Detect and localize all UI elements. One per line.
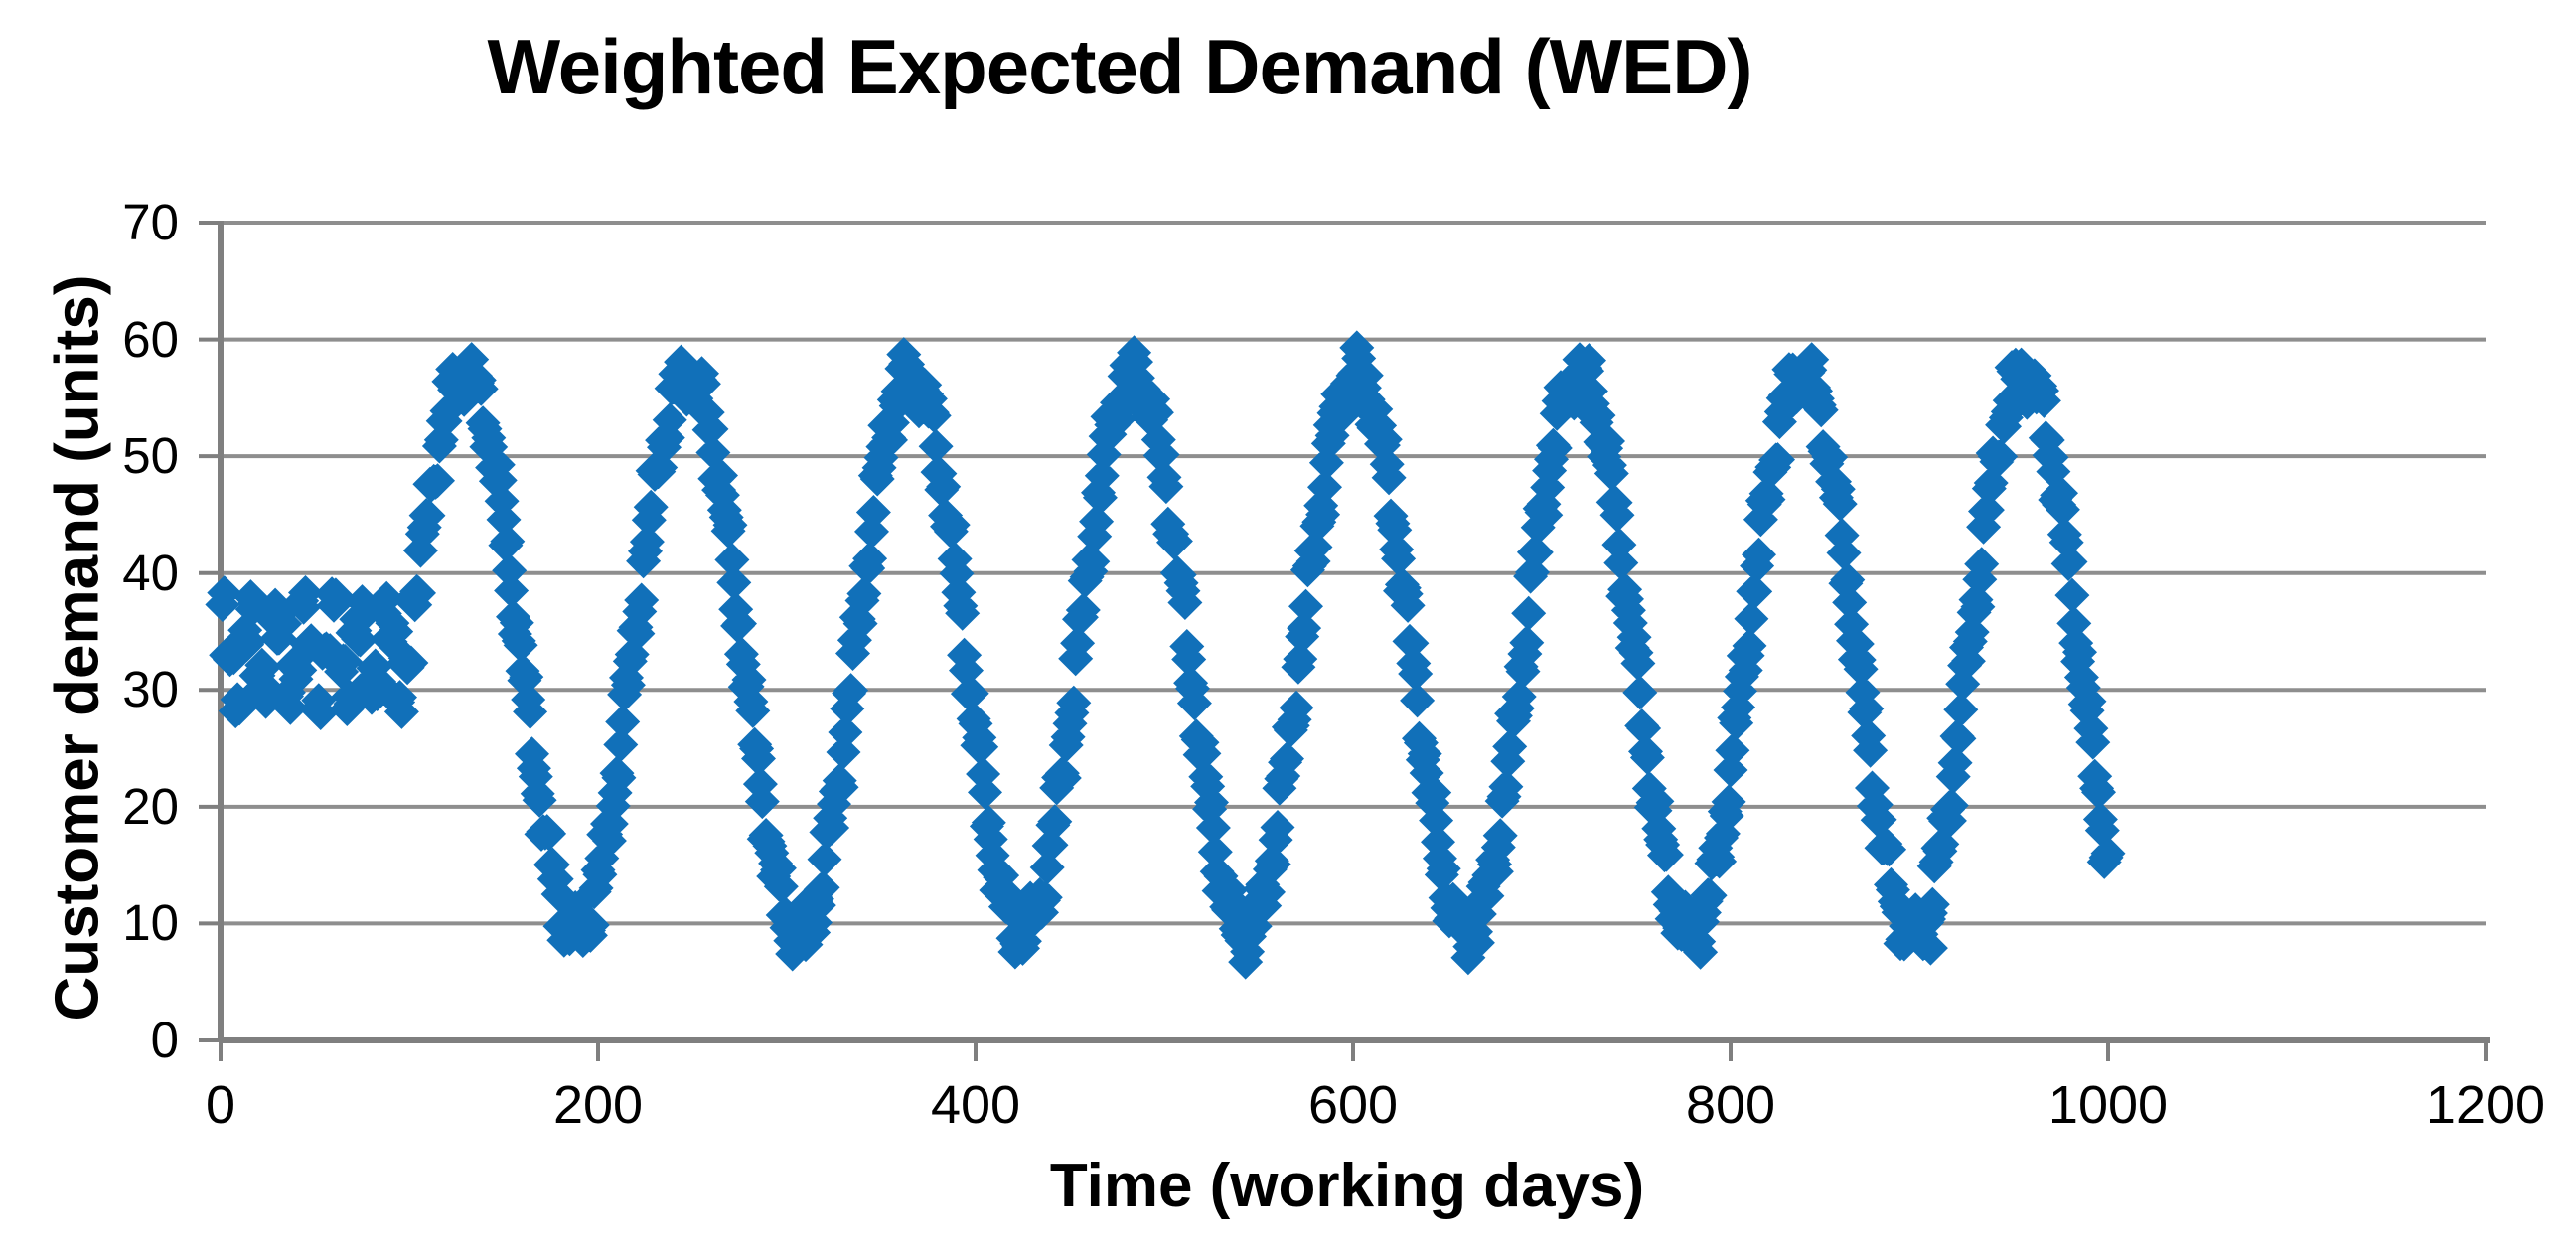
y-tick-label-20: 20 [122, 777, 179, 835]
gridlines-layer [221, 221, 2486, 926]
x-tick-label-400: 400 [930, 1075, 1021, 1135]
x-tick-label-800: 800 [1685, 1075, 1776, 1135]
x-tick-label-0: 0 [205, 1075, 236, 1135]
x-tick-label-600: 600 [1307, 1075, 1399, 1135]
y-tick-label-50: 50 [122, 427, 179, 485]
scatter-markers-layer [205, 330, 2126, 980]
y-tick-label-40: 40 [122, 544, 179, 601]
axes-layer [199, 221, 2490, 1061]
x-tick-label-1200: 1200 [2425, 1075, 2546, 1135]
y-tick-label-10: 10 [122, 894, 179, 952]
x-tick-label-200: 200 [552, 1075, 644, 1135]
y-tick-label-70: 70 [122, 194, 179, 250]
x-axis-title: Time (working days) [1049, 1152, 1645, 1220]
y-tick-label-30: 30 [122, 661, 179, 718]
chart-title: Weighted Expected Demand (WED) [487, 23, 1752, 110]
x-tick-label-1000: 1000 [2047, 1075, 2169, 1135]
y-tick-label-0: 0 [150, 1012, 179, 1068]
series-WED-markers [205, 330, 2126, 980]
y-tick-label-60: 60 [122, 310, 179, 368]
